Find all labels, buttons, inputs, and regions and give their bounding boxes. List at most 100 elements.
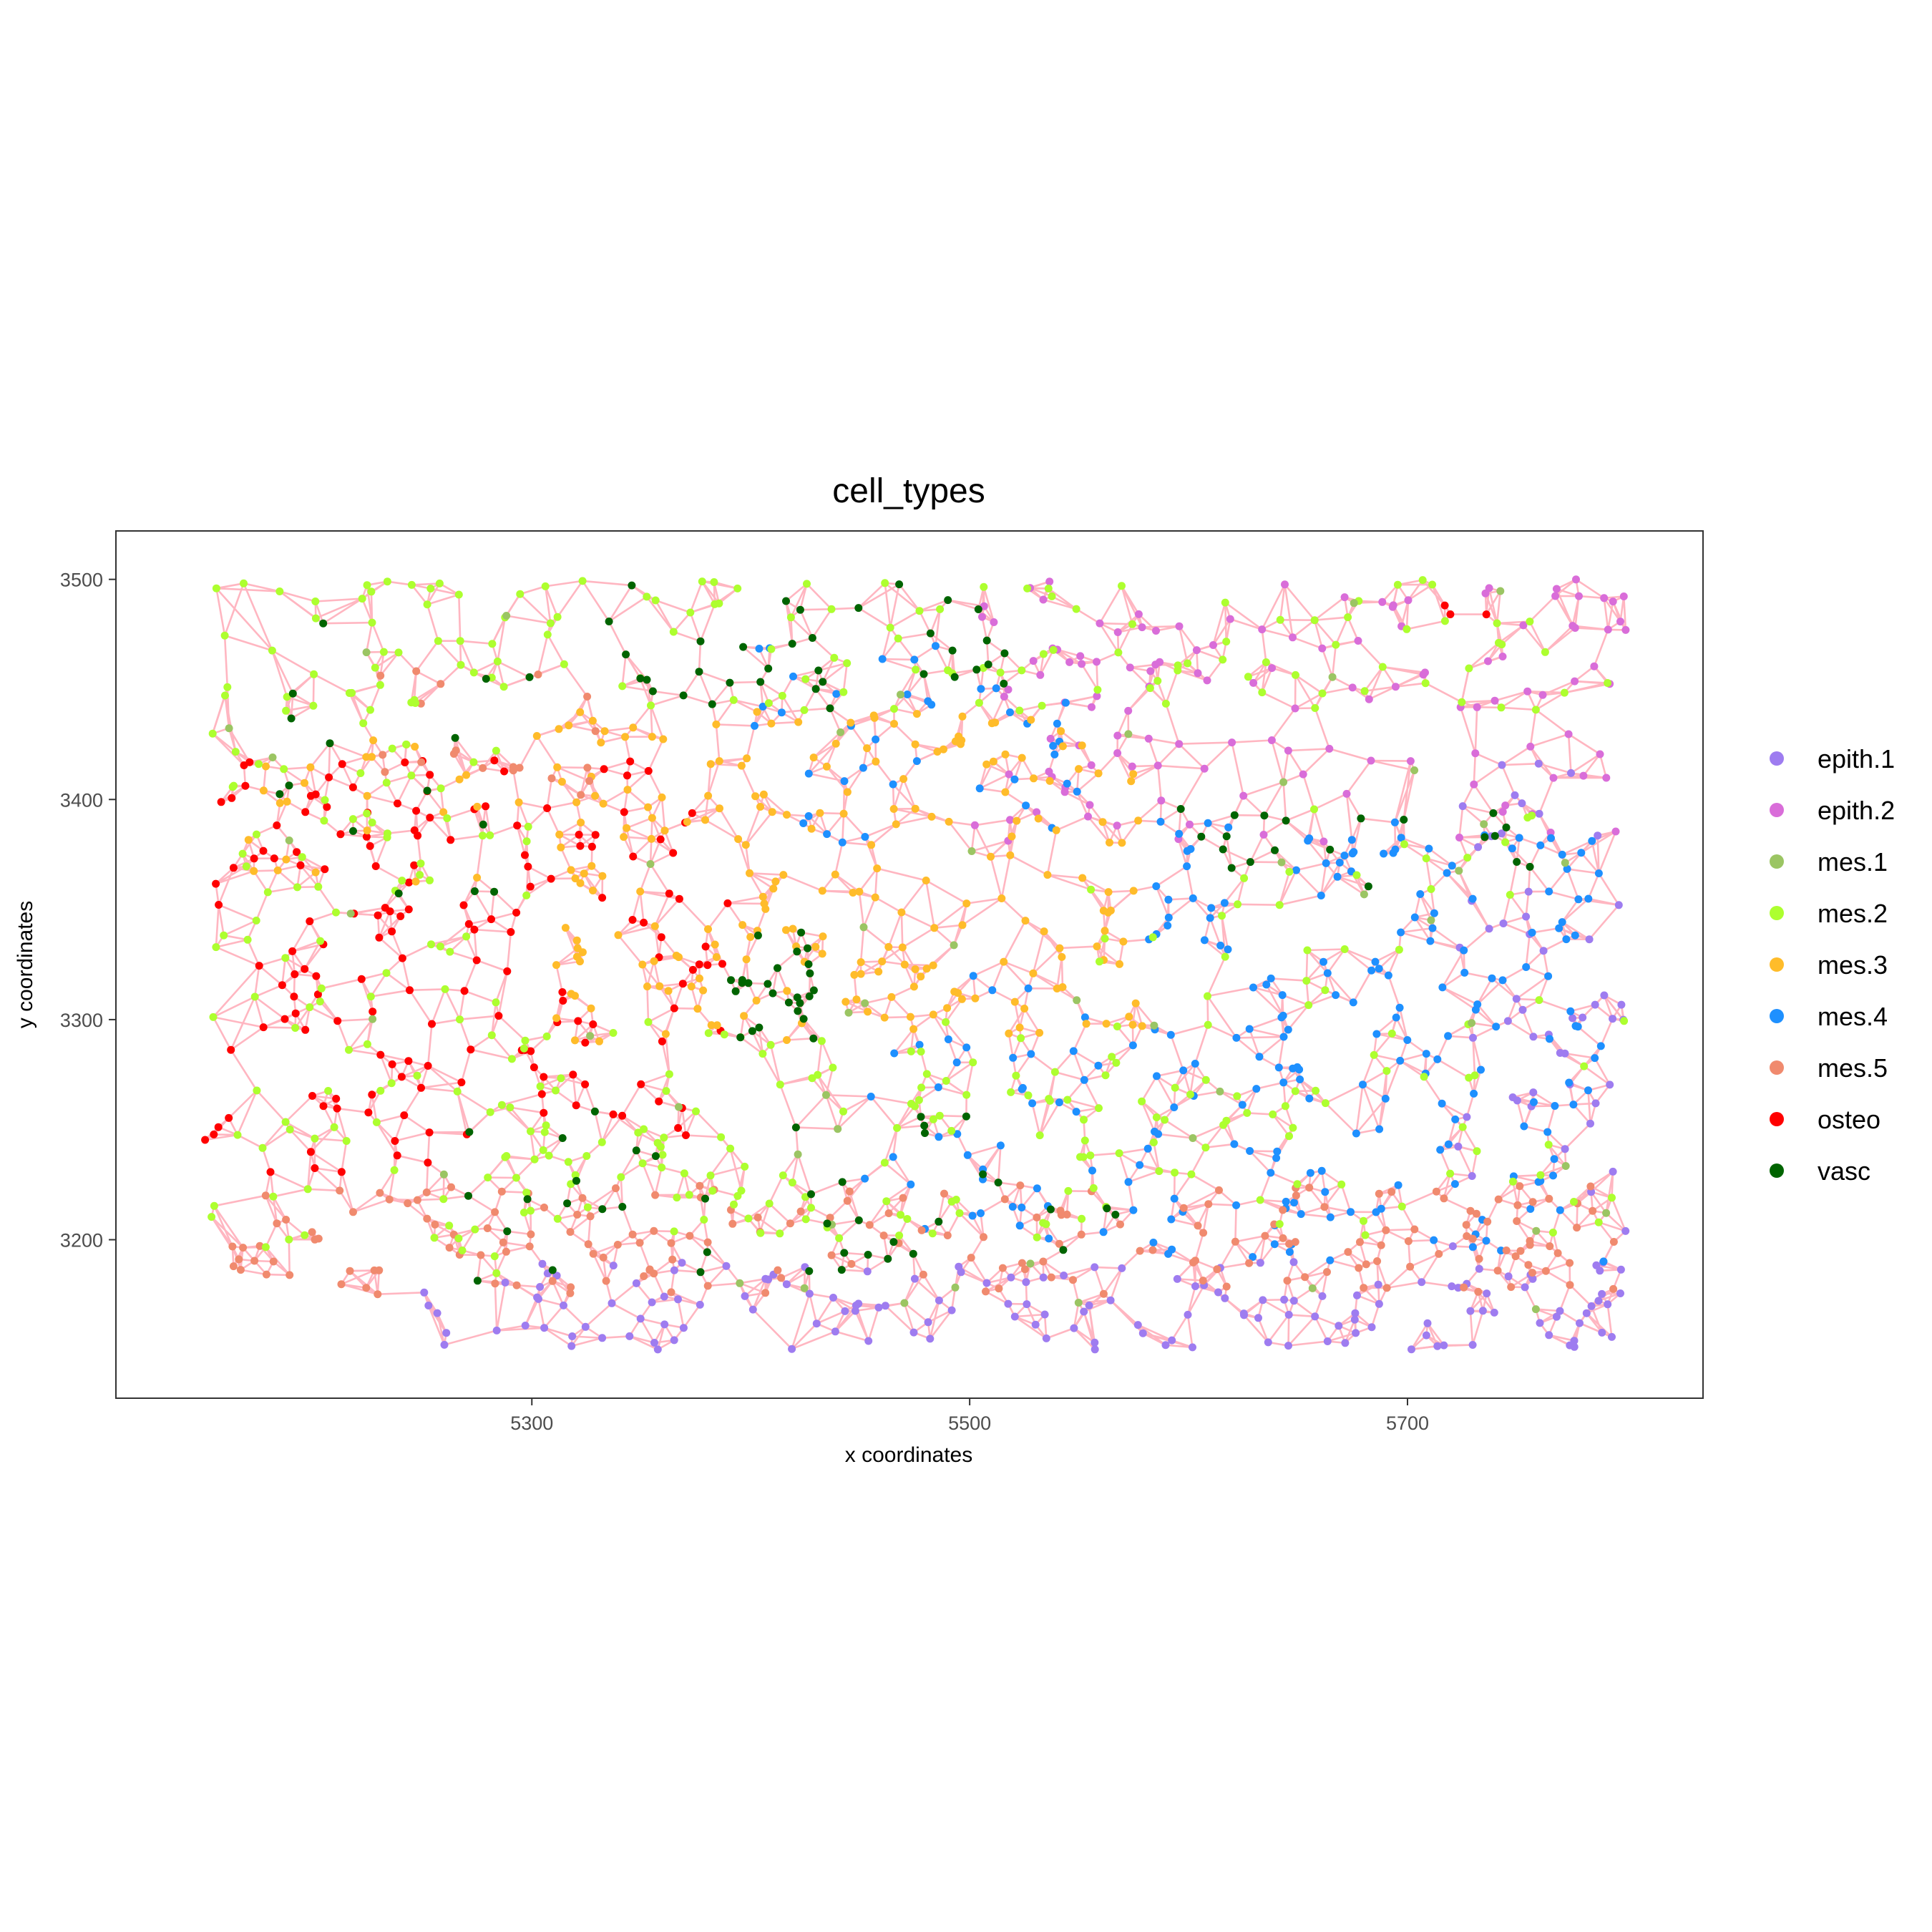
network-edge: [1321, 648, 1334, 678]
network-edge: [439, 788, 444, 813]
network-edge: [896, 1106, 916, 1129]
network-edge: [1076, 772, 1099, 793]
network-edge: [822, 662, 848, 683]
network-edge: [1472, 1025, 1497, 1039]
network-edge: [299, 864, 319, 888]
network-edge: [268, 886, 298, 894]
network-edge: [491, 1034, 513, 1060]
network-edge: [1261, 584, 1286, 630]
network-edge: [1525, 891, 1530, 917]
network-edge: [626, 827, 652, 840]
network-edge: [897, 1124, 924, 1129]
network-edge: [711, 682, 731, 705]
network-edge: [1313, 793, 1347, 811]
network-edge: [493, 891, 517, 914]
network-edge: [869, 1200, 887, 1226]
network-edge: [291, 920, 311, 952]
network-edge: [834, 874, 860, 893]
network-edge: [291, 705, 314, 720]
network-edge: [986, 1276, 1012, 1284]
network-edge: [459, 990, 466, 1020]
network-edge: [323, 597, 363, 625]
network-edge: [1442, 986, 1477, 1011]
network-edge: [1015, 1053, 1032, 1076]
network-edge: [574, 1023, 594, 1041]
network-edge: [1236, 877, 1245, 905]
network-edge: [1194, 1232, 1204, 1262]
network-edge: [1121, 585, 1133, 625]
cell-point-epith-1: [1587, 1302, 1596, 1310]
network-edge: [1502, 894, 1511, 924]
network-edge: [1196, 1204, 1209, 1226]
network-edge: [1516, 1220, 1531, 1241]
network-edge: [401, 943, 432, 960]
network-edge: [836, 1096, 872, 1130]
network-edge: [1292, 619, 1316, 638]
network-edge: [1421, 1281, 1452, 1287]
network-edge: [367, 1090, 381, 1113]
network-edge: [892, 1128, 898, 1158]
network-edge: [914, 645, 937, 660]
network-edge: [1535, 691, 1566, 711]
network-edge: [1400, 1053, 1427, 1062]
network-edge: [1436, 1035, 1449, 1060]
network-edge: [401, 957, 411, 991]
cell-point-epith-1: [1518, 799, 1526, 808]
network-edge: [215, 946, 260, 967]
network-edge: [1471, 1022, 1496, 1028]
cell-point-epith-1: [1264, 1338, 1272, 1347]
network-edge: [258, 965, 283, 986]
cell-point-osteo: [424, 1062, 432, 1070]
network-edge: [1147, 1148, 1161, 1172]
network-edge: [361, 972, 387, 980]
cell-point-epith-1: [1576, 1319, 1584, 1327]
network-edge: [653, 690, 684, 697]
network-edge: [745, 935, 759, 960]
cell-point-epith-1: [1284, 1310, 1293, 1319]
network-edge: [1603, 995, 1625, 1022]
cell-point-epith-1: [581, 1322, 590, 1331]
network-edge: [470, 1034, 493, 1050]
network-edge: [376, 1121, 396, 1142]
network-edge: [281, 957, 287, 985]
cell-point-osteo: [393, 1151, 401, 1160]
network-edge: [1148, 738, 1159, 766]
network-edge: [1287, 750, 1304, 775]
network-edge: [1550, 837, 1566, 864]
network-edge: [945, 998, 963, 1023]
network-edge: [635, 1282, 653, 1303]
network-edge: [303, 940, 321, 970]
network-edge: [1123, 938, 1149, 943]
cell-point-osteo: [487, 915, 495, 924]
network-edge: [1473, 764, 1503, 786]
network-edge: [447, 808, 475, 819]
network-edge: [387, 829, 415, 834]
network-edge: [1287, 1315, 1316, 1347]
network-edge: [847, 767, 864, 793]
network-edge: [893, 1028, 914, 1054]
network-edge: [791, 1330, 836, 1350]
network-edge: [1598, 1221, 1626, 1232]
network-edge: [431, 988, 447, 1025]
network-edge: [1526, 966, 1549, 977]
network-edge: [789, 1206, 812, 1224]
network-edge: [565, 927, 578, 957]
network-edge: [1294, 692, 1323, 710]
network-edge: [421, 1081, 462, 1089]
cell-point-epith-1: [1529, 1088, 1538, 1097]
cell-point-epith-1: [1454, 1142, 1463, 1151]
network-edge: [1471, 1310, 1484, 1345]
network-edge: [1302, 774, 1315, 810]
network-edge: [862, 897, 877, 928]
cell-point-epith-1: [854, 1299, 863, 1308]
network-edge: [1160, 808, 1181, 823]
network-edge: [1525, 934, 1531, 967]
chart-title: cell_types: [832, 472, 985, 510]
network-edge: [265, 1194, 287, 1221]
network-edge: [487, 1156, 506, 1179]
network-edge: [1096, 651, 1119, 663]
cell-point-epith-1: [1478, 1307, 1487, 1315]
network-edge: [568, 720, 593, 726]
network-edge: [228, 1090, 258, 1119]
network-edge: [858, 867, 878, 892]
